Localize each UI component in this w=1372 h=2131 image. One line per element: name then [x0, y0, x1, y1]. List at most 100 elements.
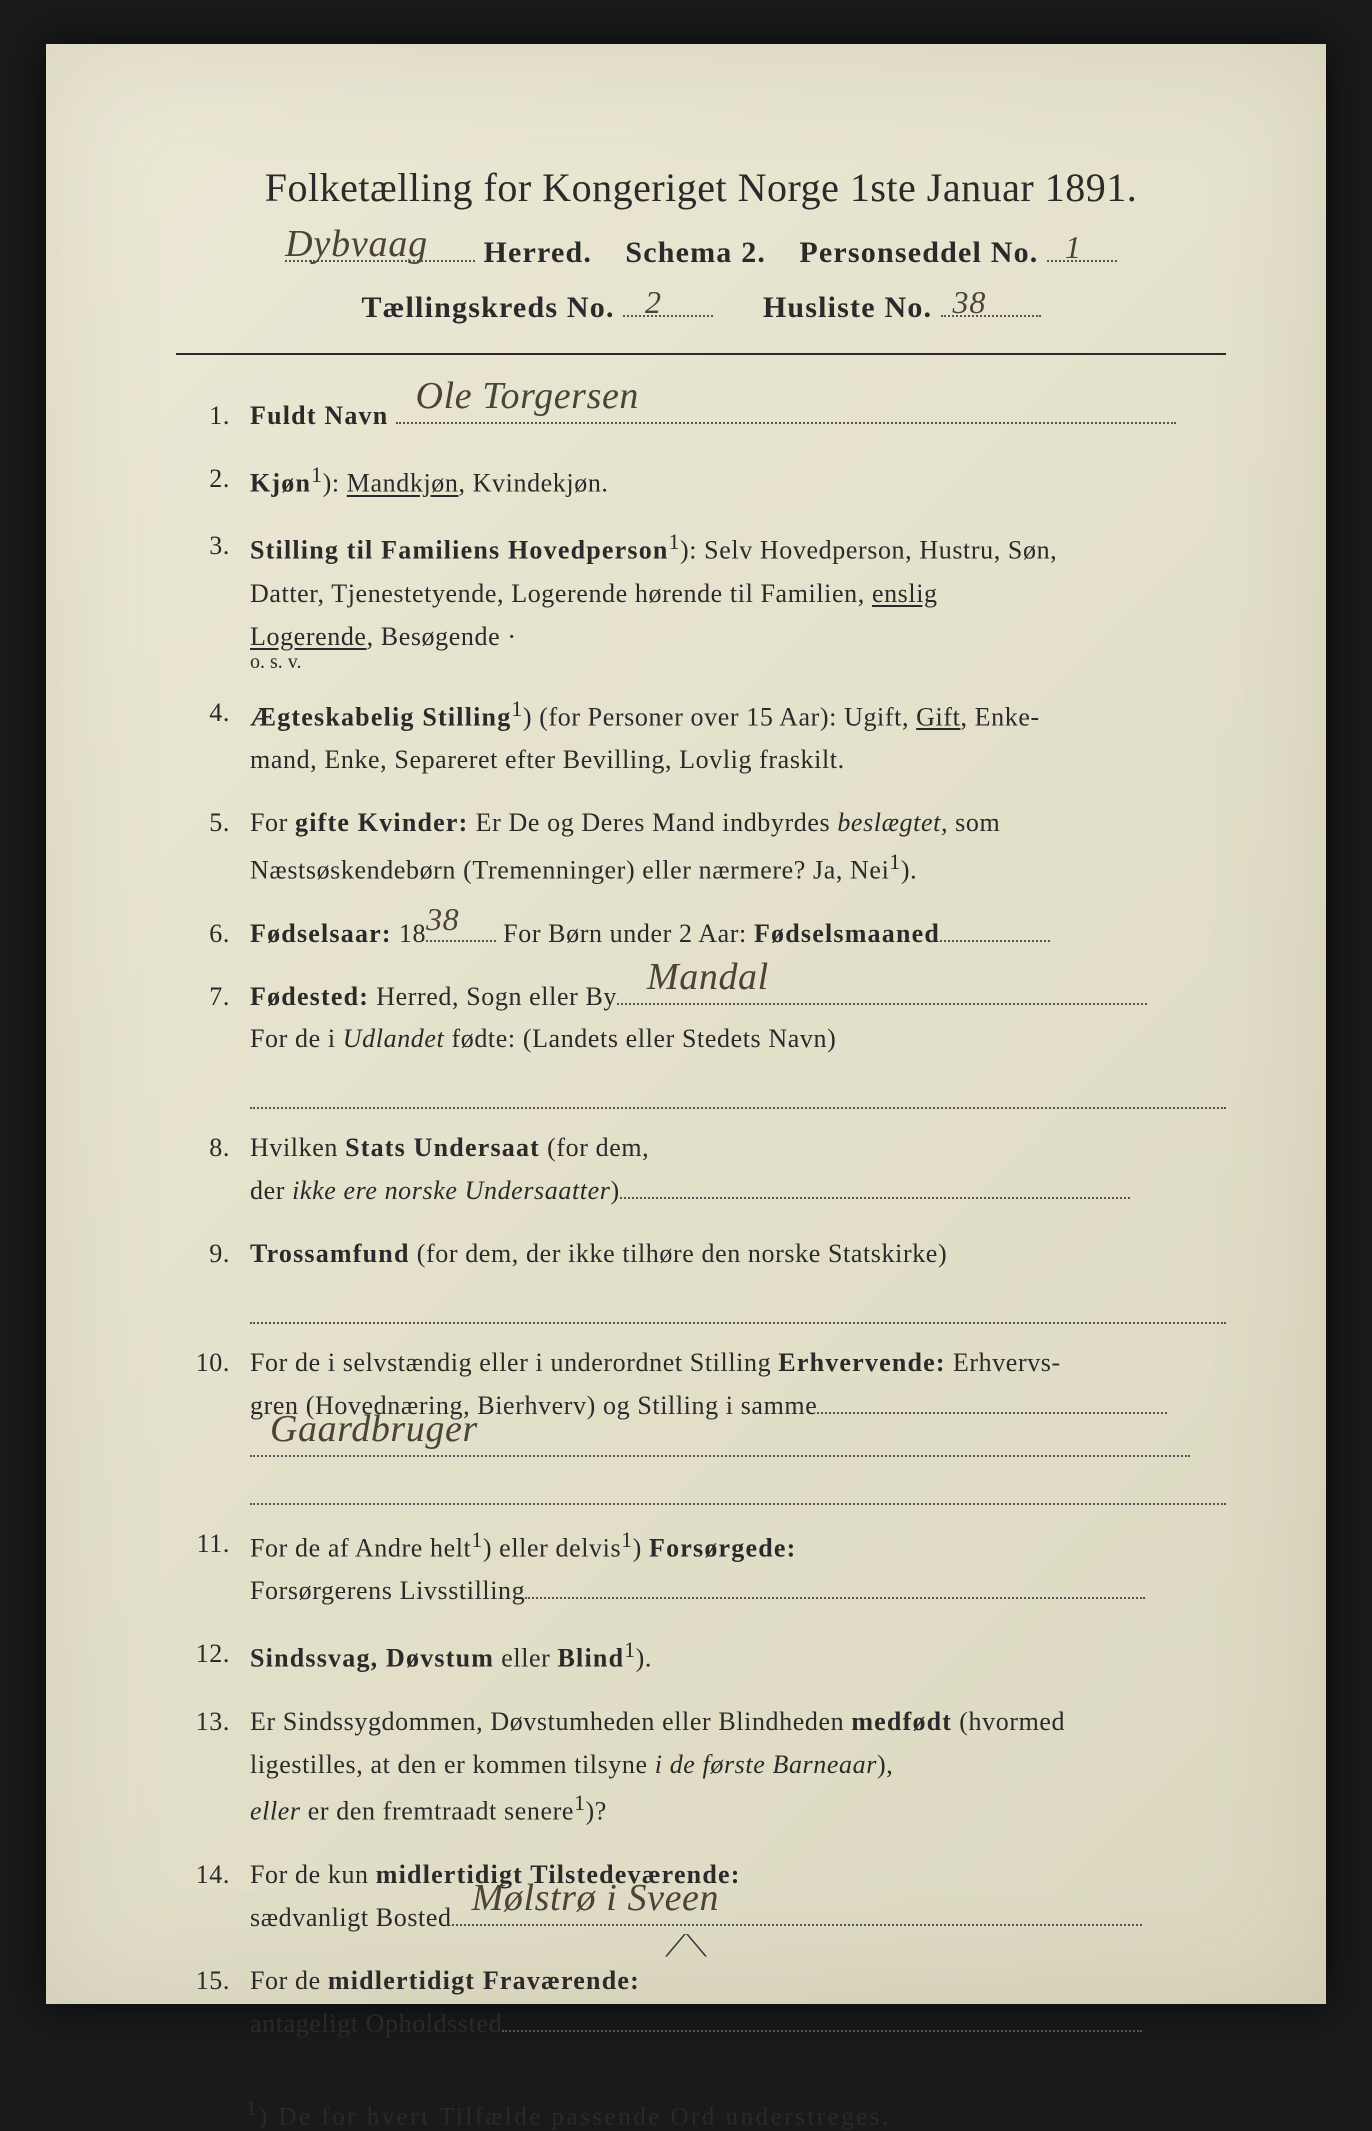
item-13-italic: i de første Barneaar	[655, 1750, 877, 1779]
item-14-line2: sædvanligt Bosted	[250, 1903, 452, 1932]
item-13-b: (hvormed	[952, 1707, 1065, 1736]
item-11: 11. For de af Andre helt1) eller delvis1…	[186, 1523, 1226, 1613]
item-5-b: Er De og Deres Mand indbyrdes	[469, 808, 838, 837]
item-num: 12.	[186, 1633, 250, 1676]
personseddel-label: Personseddel No.	[799, 236, 1038, 269]
sup: 1	[669, 530, 680, 554]
item-7-italic: Udlandet	[343, 1024, 445, 1053]
item-11-field	[525, 1597, 1145, 1599]
item-10-bold: Erhvervende:	[778, 1348, 945, 1377]
item-body: Stilling til Familiens Hovedperson1): Se…	[250, 525, 1226, 658]
item-7: 7. Fødested: Herred, Sogn eller ByMandal…	[186, 976, 1226, 1062]
item-3: 3. Stilling til Familiens Hovedperson1):…	[186, 525, 1226, 658]
item-4-label: Ægteskabelig Stilling	[250, 702, 511, 731]
personseddel-field: 1	[1047, 229, 1117, 262]
item-num: 1.	[186, 395, 250, 438]
item-2-label: Kjøn	[250, 469, 311, 498]
residence-value: Mølstrø i Sveen	[472, 1867, 720, 1930]
herred-label: Herred.	[483, 236, 592, 269]
husliste-field: 38	[941, 284, 1041, 317]
kreds-label: Tællingskreds No.	[361, 291, 614, 324]
item-3-rest: ): Selv Hovedperson, Hustru, Søn,	[680, 536, 1057, 565]
item-8-b: (for dem,	[540, 1133, 649, 1162]
sup: 1	[889, 850, 900, 874]
item-8-line2b: )	[610, 1176, 619, 1205]
item-4-rest1: ) (for Personer over 15 Aar): Ugift,	[523, 702, 916, 731]
year-value: 38	[426, 893, 459, 946]
item-11-bold: Forsørgede:	[649, 1533, 796, 1562]
item-7-rest: Herred, Sogn eller By	[369, 982, 617, 1011]
sup: 1	[574, 1791, 585, 1815]
item-body: Fødested: Herred, Sogn eller ByMandal Fo…	[250, 976, 1226, 1062]
sup: 1	[621, 1528, 632, 1552]
item-body: Kjøn1): Mandkjøn, Kvindekjøn.	[250, 458, 1226, 506]
item-8-label: Stats Undersaat	[345, 1133, 540, 1162]
item-13-line2a: ligestilles, at den er kommen tilsyne	[250, 1750, 655, 1779]
year-field: 38	[426, 913, 496, 942]
item-12-label: Sindssvag, Døvstum	[250, 1644, 494, 1673]
item-10: 10. For de i selvstændig eller i underor…	[186, 1342, 1226, 1471]
sup: 1	[471, 1528, 482, 1552]
item-5-rest: ).	[901, 856, 917, 885]
item-11-a: For de af Andre helt	[250, 1533, 471, 1562]
divider-rule	[176, 353, 1226, 355]
item-9-label: Trossamfund	[250, 1239, 410, 1268]
item-4-underlined: Gift	[916, 702, 960, 731]
item-12-end: ).	[636, 1644, 652, 1673]
item-5-label: gifte Kvinder:	[295, 808, 469, 837]
item-13-a: Er Sindssygdommen, Døvstumheden eller Bl…	[250, 1707, 851, 1736]
item-8-line2a: der	[250, 1176, 292, 1205]
item-num: 2.	[186, 458, 250, 501]
item-body: Trossamfund (for dem, der ikke tilhøre d…	[250, 1233, 1226, 1276]
item-7-cont	[250, 1081, 1226, 1109]
item-5-italic: beslægtet,	[837, 808, 948, 837]
item-4-line2: mand, Enke, Separeret efter Bevilling, L…	[250, 745, 845, 774]
item-3-line2: Datter, Tjenestetyende, Logerende hørend…	[250, 579, 872, 608]
form-header: Folketælling for Kongeriget Norge 1ste J…	[176, 164, 1226, 325]
husliste-value: 38	[953, 284, 987, 321]
footnote-sup: 1	[246, 2096, 259, 2120]
item-body: Ægteskabelig Stilling1) (for Personer ov…	[250, 692, 1226, 782]
form-title: Folketælling for Kongeriget Norge 1ste J…	[176, 164, 1226, 211]
item-12-bold2: Blind	[558, 1644, 625, 1673]
kreds-field: 2	[623, 284, 713, 317]
item-body: For de midlertidigt Fraværende: antageli…	[250, 1960, 1226, 2046]
item-11-line2: Forsørgerens Livsstilling	[250, 1576, 525, 1605]
item-num: 3.	[186, 525, 250, 568]
item-15-bold: midlertidigt Fraværende:	[328, 1966, 640, 1995]
herred-value: Dybvaag	[285, 222, 428, 266]
item-3-line3u: Logerende	[250, 622, 367, 651]
item-3-underlined: enslig	[872, 579, 938, 608]
kreds-value: 2	[645, 284, 662, 321]
item-7-line2b: fødte: (Landets eller Stedets Navn)	[444, 1024, 836, 1053]
item-15-line2: antageligt Opholdssted	[250, 2009, 502, 2038]
item-8-a: Hvilken	[250, 1133, 345, 1162]
item-12-rest: eller	[494, 1644, 557, 1673]
item-num: 5.	[186, 802, 250, 845]
item-body: Er Sindssygdommen, Døvstumheden eller Bl…	[250, 1701, 1226, 1834]
item-5-c: som	[948, 808, 1000, 837]
item-14-a: For de kun	[250, 1860, 376, 1889]
item-6-mid: For Børn under 2 Aar:	[496, 919, 754, 948]
name-value: Ole Torgersen	[416, 365, 640, 428]
item-num: 4.	[186, 692, 250, 735]
item-11-rest: )	[633, 1533, 649, 1562]
item-15: 15. For de midlertidigt Fraværende: anta…	[186, 1960, 1226, 2046]
item-5: 5. For gifte Kvinder: Er De og Deres Man…	[186, 802, 1226, 892]
item-3-label: Stilling til Familiens Hovedperson	[250, 536, 669, 565]
item-num: 6.	[186, 913, 250, 956]
birthplace-value: Mandal	[647, 946, 769, 1009]
footnote-text: ) De for hvert Tilfælde passende Ord und…	[259, 2103, 891, 2130]
item-num: 7.	[186, 976, 250, 1019]
item-6-prefix: 18	[392, 919, 426, 948]
item-num: 9.	[186, 1233, 250, 1276]
item-9: 9. Trossamfund (for dem, der ikke tilhør…	[186, 1233, 1226, 1276]
item-14: 14. For de kun midlertidigt Tilstedevære…	[186, 1854, 1226, 1940]
header-row-2: Tællingskreds No. 2 Husliste No. 38	[176, 284, 1226, 325]
item-4: 4. Ægteskabelig Stilling1) (for Personer…	[186, 692, 1226, 782]
item-body: For de kun midlertidigt Tilstedeværende:…	[250, 1854, 1226, 1940]
item-13: 13. Er Sindssygdommen, Døvstumheden elle…	[186, 1701, 1226, 1834]
herred-field: Dybvaag	[285, 229, 475, 262]
item-body: Hvilken Stats Undersaat (for dem, der ik…	[250, 1127, 1226, 1213]
item-7-label: Fødested:	[250, 982, 369, 1011]
